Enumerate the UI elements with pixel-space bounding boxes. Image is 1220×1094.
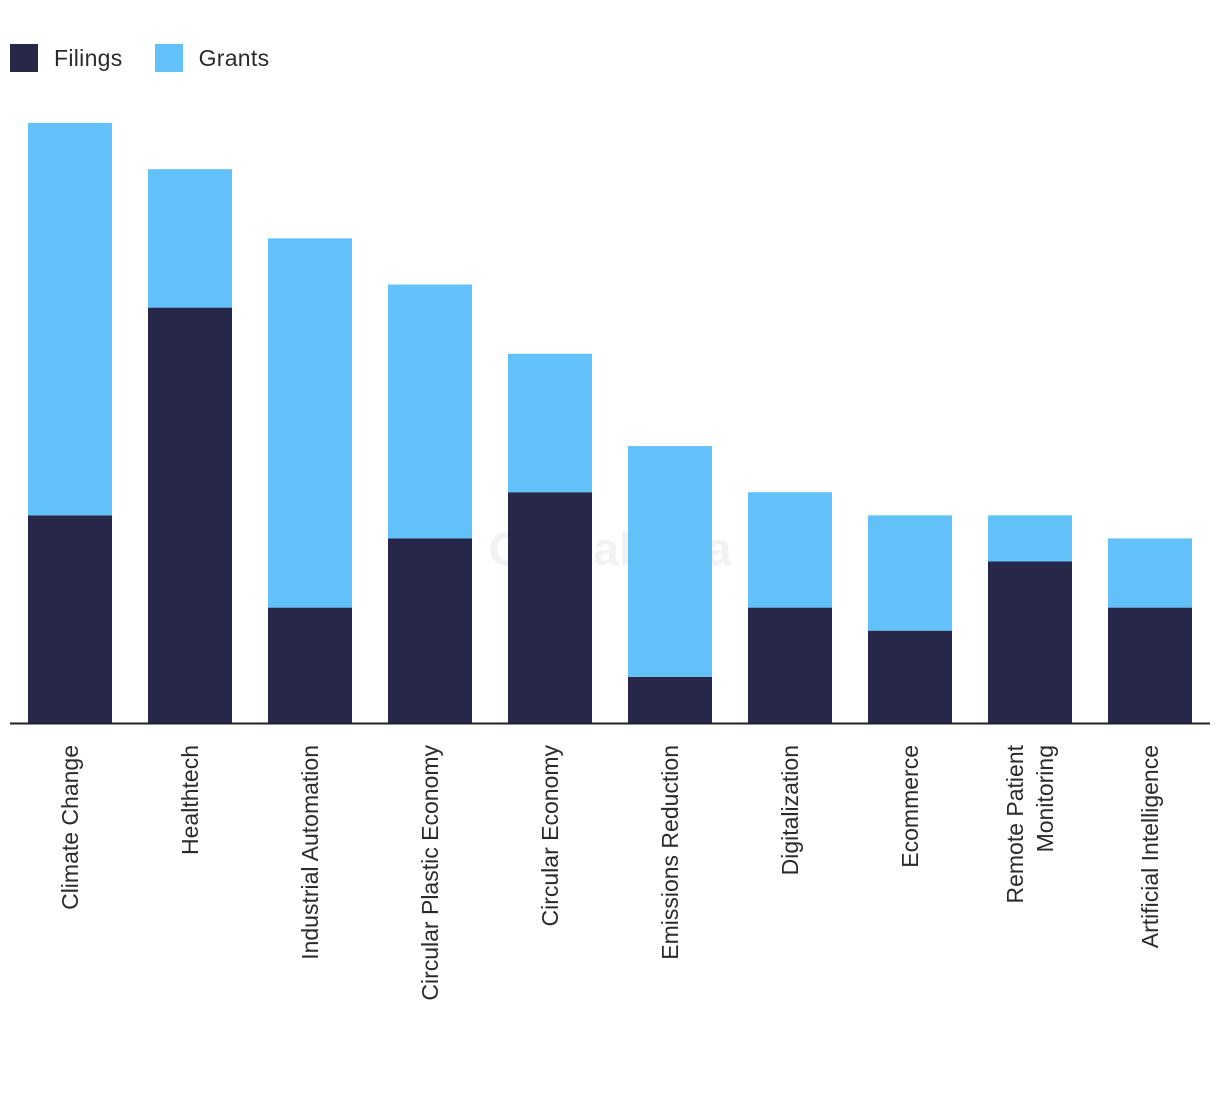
bar-grants-emissions-reduction <box>628 446 712 677</box>
bar-grants-remote-patient-monitoring <box>988 515 1072 562</box>
bar-grants-digitalization <box>748 492 832 608</box>
legend-swatch-grants <box>154 44 183 72</box>
category-label-industrial-automation: Industrial Automation <box>297 745 323 960</box>
category-label-line: Ecommerce <box>897 745 923 868</box>
bar-filings-ecommerce <box>868 630 952 723</box>
bar-filings-remote-patient-monitoring <box>988 561 1072 723</box>
category-label-circular-economy: Circular Economy <box>537 745 563 927</box>
legend-item-grants: Grants <box>154 44 270 72</box>
legend-swatch-filings <box>10 44 38 72</box>
category-label-circular-plastic-economy: Circular Plastic Economy <box>417 745 443 1001</box>
bar-filings-circular-plastic-economy <box>388 538 472 723</box>
bar-grants-ecommerce <box>868 515 952 631</box>
bar-grants-circular-economy <box>508 353 592 493</box>
category-label-artificial-intelligence: Artificial Intelligence <box>1137 745 1163 948</box>
category-label-digitalization: Digitalization <box>777 745 803 875</box>
category-label-line: Healthtech <box>177 745 203 855</box>
category-label-line: Circular Plastic Economy <box>417 745 443 1001</box>
bar-grants-circular-plastic-economy <box>388 284 472 539</box>
bar-filings-artificial-intelligence <box>1108 607 1192 723</box>
bar-filings-circular-economy <box>508 492 592 723</box>
category-label-line: Monitoring <box>1032 745 1058 852</box>
category-label-healthtech: Healthtech <box>177 745 203 855</box>
category-label-line: Industrial Automation <box>297 745 323 960</box>
bars-group <box>28 123 1192 723</box>
bar-grants-artificial-intelligence <box>1108 538 1192 608</box>
bar-filings-emissions-reduction <box>628 676 712 723</box>
legend-item-filings: Filings <box>10 44 123 72</box>
category-label-remote-patient-monitoring: Remote Patient Monitoring <box>1002 744 1058 903</box>
category-label-line: Climate Change <box>57 745 83 910</box>
category-label-line: Circular Economy <box>537 745 563 927</box>
legend-label-filings: Filings <box>54 44 123 71</box>
bar-filings-industrial-automation <box>268 607 352 723</box>
legend-label-grants: Grants <box>198 44 270 71</box>
category-label-line: Remote Patient <box>1002 744 1028 903</box>
bar-grants-climate-change <box>28 123 112 516</box>
category-labels-group: Climate Change Healthtech Industrial Autom… <box>57 744 1163 1000</box>
bar-filings-climate-change <box>28 515 112 723</box>
category-label-climate-change: Climate Change <box>57 745 83 910</box>
legend: Filings Grants <box>10 44 301 72</box>
bar-filings-digitalization <box>748 607 832 723</box>
bar-grants-healthtech <box>148 169 232 308</box>
category-label-line: Artificial Intelligence <box>1137 745 1163 948</box>
category-label-line: Digitalization <box>777 745 803 875</box>
category-label-emissions-reduction: Emissions Reduction <box>657 745 683 960</box>
category-label-ecommerce: Ecommerce <box>897 745 923 868</box>
category-label-line: Emissions Reduction <box>657 745 683 960</box>
bar-grants-industrial-automation <box>268 238 352 608</box>
bar-filings-healthtech <box>148 307 232 723</box>
